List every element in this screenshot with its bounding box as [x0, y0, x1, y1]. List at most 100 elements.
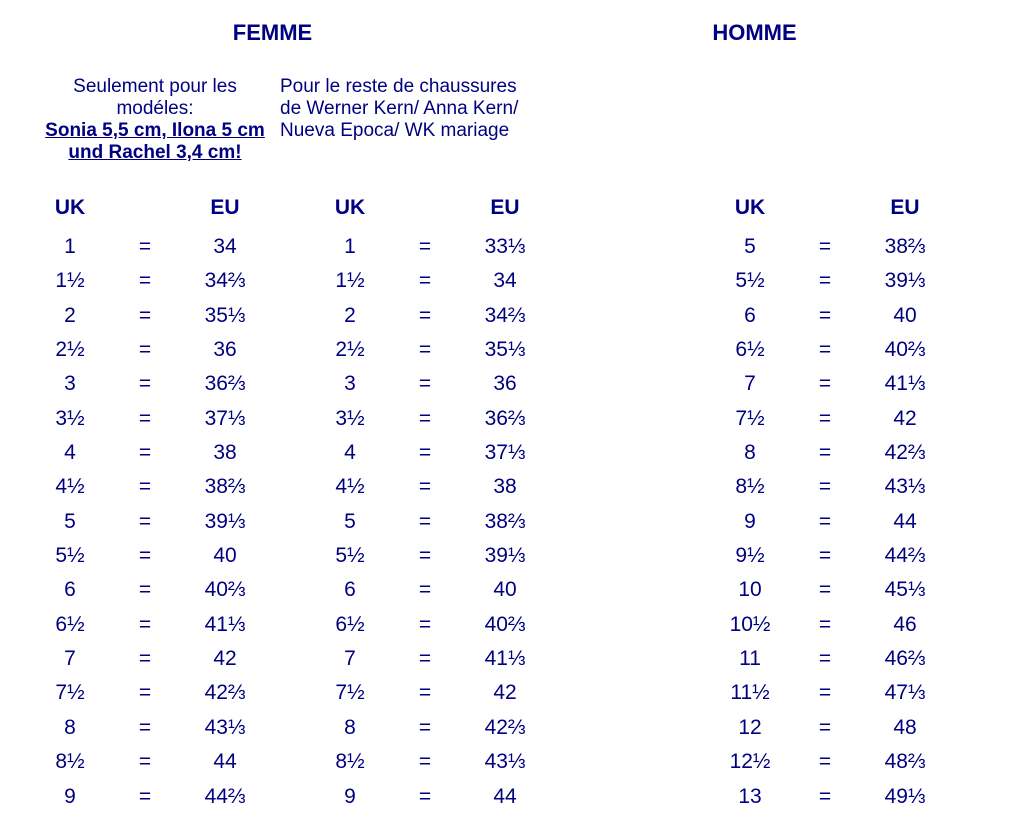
cell-eq: =	[110, 299, 180, 333]
table-row: 1=34	[30, 230, 270, 264]
cell-eq: =	[390, 539, 460, 573]
cell-eu: 40	[460, 573, 550, 607]
table-row: 2½=35⅓	[310, 333, 550, 367]
cell-eq: =	[390, 230, 460, 264]
cell-uk: 7½	[30, 676, 110, 710]
cell-eq: =	[110, 436, 180, 470]
cell-eu: 33⅓	[460, 230, 550, 264]
table-row: 2=35⅓	[30, 299, 270, 333]
size-table-femme-b-body: 1=33⅓1½=342=34⅔2½=35⅓3=363½=36⅔4=37⅓4½=3…	[310, 230, 550, 814]
cell-uk: 10	[710, 573, 790, 607]
subheader-col1: Seulement pour les modéles: Sonia 5,5 cm…	[30, 76, 280, 164]
cell-eq: =	[390, 333, 460, 367]
cell-eq: =	[790, 505, 860, 539]
table-row: 4=38	[30, 436, 270, 470]
table-row: 3=36⅔	[30, 367, 270, 401]
col-header-eq	[790, 192, 860, 230]
cell-eq: =	[790, 676, 860, 710]
cell-uk: 2	[310, 299, 390, 333]
cell-uk: 7	[310, 642, 390, 676]
size-table-homme-body: 5=38⅔5½=39⅓6=406½=40⅔7=41⅓7½=428=42⅔8½=4…	[710, 230, 950, 814]
table-row: 7=42	[30, 642, 270, 676]
col-header-eu: EU	[860, 192, 950, 230]
size-table-homme: UK EU 5=38⅔5½=39⅓6=406½=40⅔7=41⅓7½=428=4…	[710, 192, 950, 814]
cell-eq: =	[110, 264, 180, 298]
cell-uk: 2½	[310, 333, 390, 367]
cell-eu: 40⅔	[860, 333, 950, 367]
cell-eq: =	[790, 470, 860, 504]
cell-uk: 7½	[310, 676, 390, 710]
cell-eq: =	[110, 676, 180, 710]
table-row: 5½=40	[30, 539, 270, 573]
table-row: 6=40	[710, 299, 950, 333]
gap-2	[550, 192, 710, 814]
table-row: 7½=42	[310, 676, 550, 710]
cell-eu: 42	[860, 402, 950, 436]
cell-eq: =	[390, 573, 460, 607]
cell-uk: 12½	[710, 745, 790, 779]
cell-eq: =	[790, 539, 860, 573]
cell-eq: =	[790, 299, 860, 333]
cell-eu: 34	[180, 230, 270, 264]
cell-eu: 34⅔	[180, 264, 270, 298]
cell-uk: 5½	[310, 539, 390, 573]
cell-eu: 40	[180, 539, 270, 573]
cell-eq: =	[390, 711, 460, 745]
cell-eq: =	[790, 642, 860, 676]
header-homme: HOMME	[515, 20, 994, 46]
table-row: 3½=37⅓	[30, 402, 270, 436]
cell-eq: =	[790, 230, 860, 264]
cell-uk: 12	[710, 711, 790, 745]
cell-eq: =	[390, 470, 460, 504]
table-row: 4½=38	[310, 470, 550, 504]
cell-uk: 9½	[710, 539, 790, 573]
cell-eu: 46⅔	[860, 642, 950, 676]
table-row: 3=36	[310, 367, 550, 401]
cell-eu: 43⅓	[860, 470, 950, 504]
cell-eu: 48	[860, 711, 950, 745]
col-header-eu: EU	[460, 192, 550, 230]
cell-eu: 35⅓	[180, 299, 270, 333]
header-femme: FEMME	[30, 20, 515, 46]
cell-eu: 41⅓	[180, 608, 270, 642]
cell-eq: =	[110, 470, 180, 504]
size-table-femme-b: UK EU 1=33⅓1½=342=34⅔2½=35⅓3=363½=36⅔4=3…	[310, 192, 550, 814]
table-row: 6=40⅔	[30, 573, 270, 607]
cell-uk: 4½	[310, 470, 390, 504]
subheader-col1-line4: und Rachel 3,4 cm!	[30, 142, 280, 164]
cell-eu: 44⅔	[860, 539, 950, 573]
table-row: 6½=40⅔	[310, 608, 550, 642]
col-header-uk: UK	[30, 192, 110, 230]
table-row: 2½=36	[30, 333, 270, 367]
cell-eq: =	[110, 711, 180, 745]
table-row: 9=44	[710, 505, 950, 539]
cell-eu: 37⅓	[180, 402, 270, 436]
cell-eu: 45⅓	[860, 573, 950, 607]
subheader-col2: Pour le reste de chaussures de Werner Ke…	[280, 76, 550, 164]
table-row: 8½=44	[30, 745, 270, 779]
table-row: 8=43⅓	[30, 711, 270, 745]
table-row: 5=38⅔	[710, 230, 950, 264]
table-row: 12½=48⅔	[710, 745, 950, 779]
cell-eq: =	[390, 642, 460, 676]
cell-uk: 10½	[710, 608, 790, 642]
cell-eu: 36⅔	[460, 402, 550, 436]
table-row: 7½=42⅔	[30, 676, 270, 710]
cell-uk: 5½	[710, 264, 790, 298]
cell-uk: 7	[710, 367, 790, 401]
table-row: 12=48	[710, 711, 950, 745]
cell-eq: =	[110, 745, 180, 779]
table-row: 4½=38⅔	[30, 470, 270, 504]
cell-eq: =	[790, 333, 860, 367]
cell-uk: 6½	[30, 608, 110, 642]
cell-uk: 1½	[310, 264, 390, 298]
cell-uk: 5	[710, 230, 790, 264]
col-header-eq	[110, 192, 180, 230]
table-row: 6=40	[310, 573, 550, 607]
cell-uk: 3	[30, 367, 110, 401]
cell-eu: 36⅔	[180, 367, 270, 401]
table-row: 10=45⅓	[710, 573, 950, 607]
subheader-col2-line3: Nueva Epoca/ WK mariage	[280, 120, 550, 142]
cell-uk: 8½	[310, 745, 390, 779]
cell-eq: =	[790, 264, 860, 298]
